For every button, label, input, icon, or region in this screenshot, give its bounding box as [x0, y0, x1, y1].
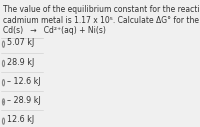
Text: 28.9 kJ: 28.9 kJ [7, 58, 34, 67]
Text: 12.6 kJ: 12.6 kJ [7, 115, 34, 124]
Text: cadmium metal is 1.17 x 10⁵. Calculate ΔG° for the reaction at 25°C. Ni²⁺(aq) +: cadmium metal is 1.17 x 10⁵. Calculate Δ… [3, 16, 200, 25]
Text: The value of the equilibrium constant for the reaction of nickel(II) ions with: The value of the equilibrium constant fo… [3, 5, 200, 14]
Text: 5.07 kJ: 5.07 kJ [7, 38, 34, 47]
Circle shape [3, 101, 4, 103]
Text: Cd(s)   →   Cd²⁺(aq) + Ni(s): Cd(s) → Cd²⁺(aq) + Ni(s) [3, 26, 106, 35]
Text: – 28.9 kJ: – 28.9 kJ [7, 96, 41, 105]
Text: – 12.6 kJ: – 12.6 kJ [7, 77, 40, 86]
